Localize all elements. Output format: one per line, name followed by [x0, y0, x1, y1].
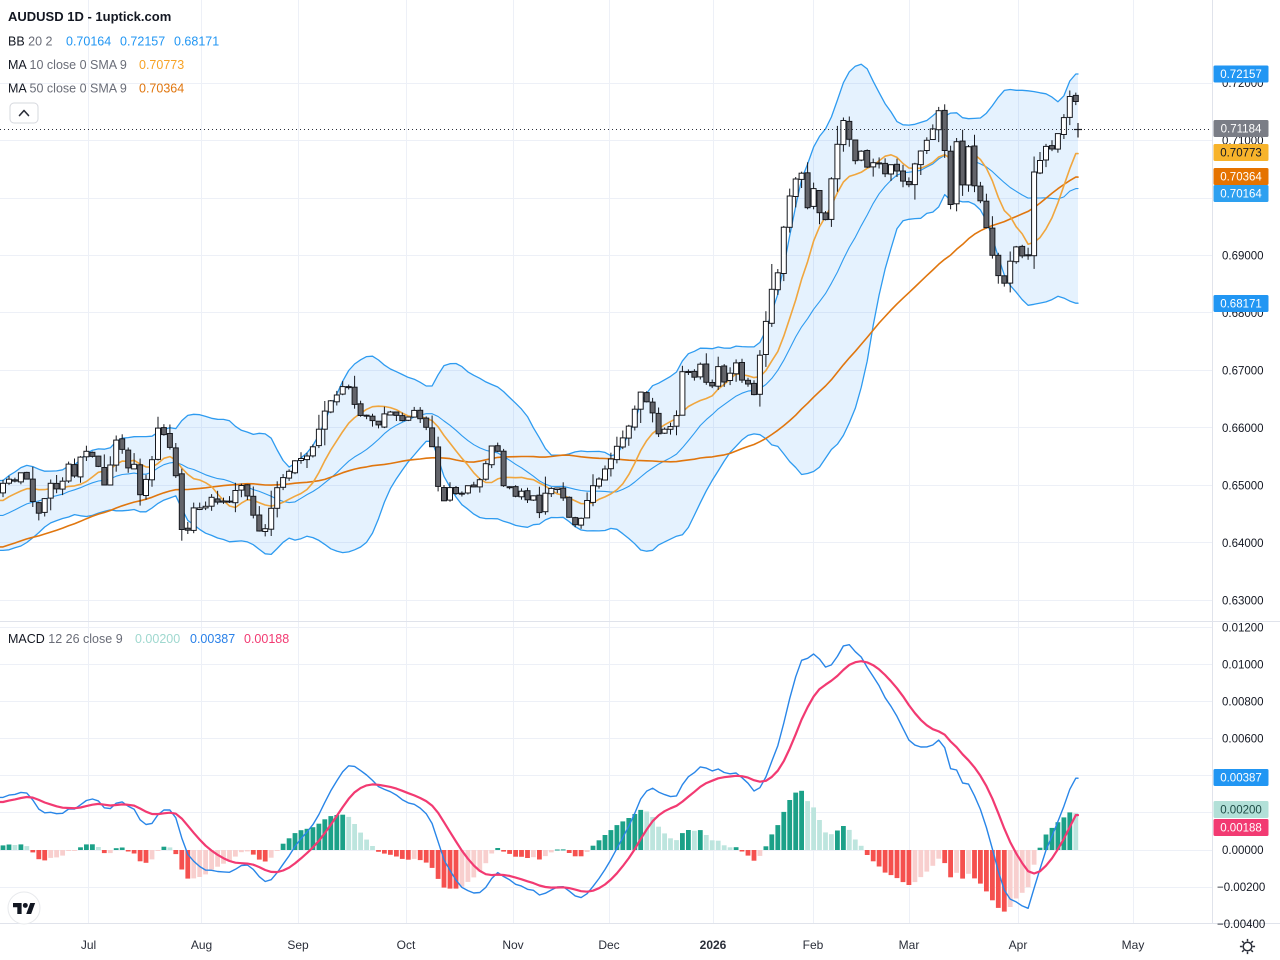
svg-text:−0.00200: −0.00200 [1217, 882, 1265, 894]
svg-text:0.00600: 0.00600 [1222, 734, 1264, 746]
svg-text:AUDUSD 1D - 1uptick.com: AUDUSD 1D - 1uptick.com [8, 9, 171, 24]
svg-text:0.01000: 0.01000 [1222, 660, 1264, 672]
svg-text:0.01200: 0.01200 [1222, 622, 1264, 634]
svg-text:2026: 2026 [700, 938, 727, 952]
svg-text:0.71184: 0.71184 [1221, 124, 1262, 136]
svg-text:0.00800: 0.00800 [1222, 697, 1264, 709]
svg-text:Mar: Mar [899, 938, 920, 952]
svg-text:0.70164: 0.70164 [1220, 189, 1262, 201]
svg-text:Jul: Jul [81, 938, 96, 952]
svg-text:May: May [1122, 938, 1145, 952]
svg-text:Nov: Nov [502, 938, 523, 952]
svg-text:Apr: Apr [1009, 938, 1028, 952]
svg-text:0.64000: 0.64000 [1222, 538, 1264, 550]
svg-text:0.65000: 0.65000 [1222, 481, 1264, 493]
svg-text:0.70364: 0.70364 [1220, 172, 1262, 184]
svg-text:Sep: Sep [287, 938, 309, 952]
svg-text:0.00188: 0.00188 [1220, 823, 1262, 835]
svg-text:Oct: Oct [397, 938, 416, 952]
svg-text:0.00000: 0.00000 [1222, 845, 1264, 857]
svg-text:0.00387: 0.00387 [1220, 773, 1262, 785]
svg-text:0.63000: 0.63000 [1222, 596, 1264, 608]
svg-text:−0.00400: −0.00400 [1217, 919, 1265, 931]
svg-text:Feb: Feb [803, 938, 824, 952]
svg-text:0.70773: 0.70773 [1220, 148, 1262, 160]
svg-text:0.72157: 0.72157 [1220, 69, 1262, 81]
svg-text:0.69000: 0.69000 [1222, 251, 1264, 263]
svg-text:MA 10 close 0 SMA 90.70773: MA 10 close 0 SMA 9 0.70773 [8, 58, 184, 72]
svg-text:0.00200: 0.00200 [1220, 805, 1262, 817]
svg-text:Aug: Aug [191, 938, 212, 952]
svg-text:0.66000: 0.66000 [1222, 423, 1264, 435]
svg-text:MA 50 close 0 SMA 90.70364: MA 50 close 0 SMA 9 0.70364 [8, 82, 184, 96]
svg-text:Dec: Dec [598, 938, 619, 952]
svg-text:0.67000: 0.67000 [1222, 366, 1264, 378]
svg-text:0.68171: 0.68171 [1220, 299, 1262, 311]
